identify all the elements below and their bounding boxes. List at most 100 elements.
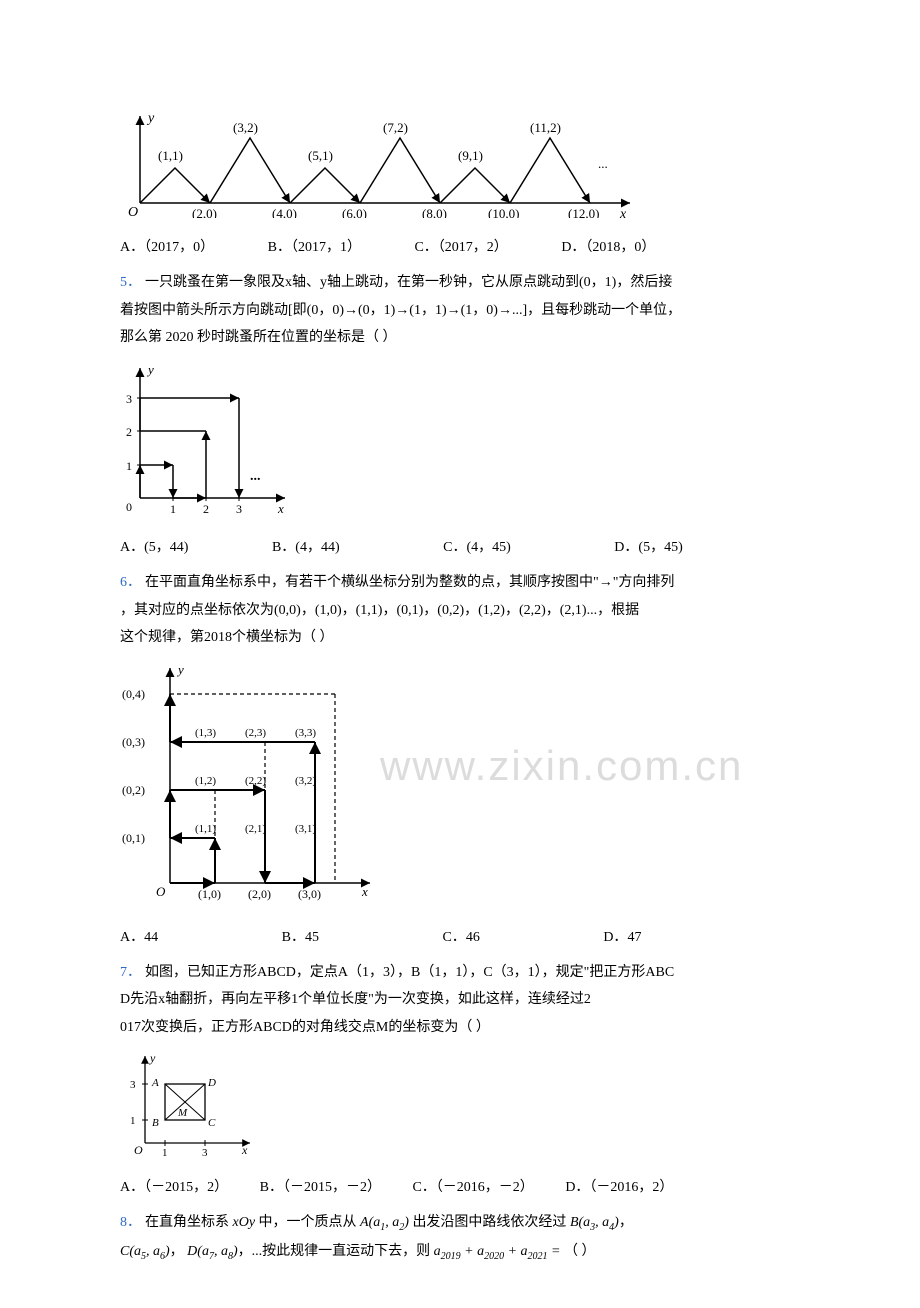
q6-line1: 6．在平面直角坐标系中，有若干个横纵坐标分别为整数的点，其顺序按图中"→"方向排… xyxy=(120,570,800,595)
q5-line1: 5．一只跳蚤在第一象限及x轴、y轴上跳动，在第一秒钟，它从原点跳动到(0，1)，… xyxy=(120,270,800,295)
q7-figure: y x O 1 3 1 3 A D B C M xyxy=(120,1048,800,1167)
q6-line3: 这个规律，第2018个横坐标为（ ） xyxy=(120,625,800,650)
svg-text:A: A xyxy=(151,1077,159,1089)
svg-text:(5,1): (5,1) xyxy=(308,148,333,163)
svg-text:3: 3 xyxy=(202,1147,208,1158)
svg-text:(0,4): (0,4) xyxy=(122,687,145,701)
q5-option-b: B．(4，44) xyxy=(272,535,340,560)
svg-text:1: 1 xyxy=(162,1147,168,1158)
q6-option-b: B．45 xyxy=(282,925,319,950)
svg-text:...: ... xyxy=(598,156,608,171)
q4-option-a: A．（2017，0） xyxy=(120,235,214,260)
svg-text:(1,1): (1,1) xyxy=(158,148,183,163)
x-axis-label: x xyxy=(619,207,627,218)
q8-num: 8． xyxy=(120,1215,141,1230)
svg-text:3: 3 xyxy=(126,392,132,406)
svg-text:(0,3): (0,3) xyxy=(122,735,145,749)
svg-text:3: 3 xyxy=(130,1079,136,1091)
svg-text:(3,0): (3,0) xyxy=(298,887,321,901)
svg-text:O: O xyxy=(134,1143,143,1157)
q7-option-d: D．（－2016，2） xyxy=(565,1175,673,1200)
svg-text:y: y xyxy=(176,662,184,677)
q6-num: 6． xyxy=(120,575,141,590)
svg-text:(10,0): (10,0) xyxy=(488,206,519,218)
q4-figure: y x O (3,2) (7,2) (11,2) (1,1) (5,1) (9,… xyxy=(120,108,800,227)
svg-text:(1,1): (1,1) xyxy=(195,823,216,835)
svg-text:(1,3): (1,3) xyxy=(195,727,216,739)
svg-text:(3,1): (3,1) xyxy=(295,823,316,835)
q5-line3: 那么第 2020 秒时跳蚤所在位置的坐标是（ ） xyxy=(120,325,800,350)
q8-D: D(a7, a8) xyxy=(187,1244,237,1259)
q8-sum: a2019 + a2020 + a2021 = xyxy=(434,1244,561,1259)
svg-text:(2,0): (2,0) xyxy=(248,887,271,901)
svg-text:O: O xyxy=(156,884,166,899)
q8-xoy: xOy xyxy=(233,1215,256,1230)
q4-option-d: D．（2018，0） xyxy=(561,235,655,260)
svg-text:x: x xyxy=(361,884,368,899)
svg-text:(2,1): (2,1) xyxy=(245,823,266,835)
svg-text:B: B xyxy=(152,1117,159,1129)
q8-C: C(a5, a6) xyxy=(120,1244,170,1259)
q8-line1: 8．在直角坐标系 xOy 中，一个质点从 A(a1, a2) 出发沿图中路线依次… xyxy=(120,1210,800,1237)
svg-text:(3,3): (3,3) xyxy=(295,727,316,739)
q7-option-c: C．（－2016，－2） xyxy=(412,1175,533,1200)
origin-label: O xyxy=(128,205,138,218)
svg-text:(8,0): (8,0) xyxy=(422,206,447,218)
q7-line2: D先沿x轴翻折，再向左平移1个单位长度"为一次变换，如此这样，连续经过2 xyxy=(120,987,800,1012)
svg-text:1: 1 xyxy=(126,459,132,473)
q8-A: A(a1, a2) xyxy=(360,1215,409,1230)
q6-option-d: D．47 xyxy=(603,925,641,950)
y-axis-label: y xyxy=(146,111,155,126)
svg-text:2: 2 xyxy=(203,502,209,516)
q8-B: B(a3, a4) xyxy=(570,1215,619,1230)
svg-text:1: 1 xyxy=(170,502,176,516)
q6-option-a: A．44 xyxy=(120,925,158,950)
svg-text:(3,2): (3,2) xyxy=(233,120,258,135)
q4-option-b: B．（2017，1） xyxy=(268,235,361,260)
svg-text:(2,0): (2,0) xyxy=(192,206,217,218)
q7-num: 7． xyxy=(120,965,141,980)
q7-options: A．（－2015，2） B．（－2015，－2） C．（－2016，－2） D．… xyxy=(120,1175,800,1200)
q5-option-a: A．(5，44) xyxy=(120,535,188,560)
svg-text:...: ... xyxy=(250,469,261,484)
svg-text:C: C xyxy=(208,1117,216,1129)
svg-text:0: 0 xyxy=(126,500,132,514)
svg-text:(1,0): (1,0) xyxy=(198,887,221,901)
q6-figure: y x O (0,4) (0,3) (0,2) (0,1) (1,0) (2,0… xyxy=(120,658,800,917)
q5-line2: 着按图中箭头所示方向跳动[即(0，0)→(0，1)→(1，1)→(1，0)→..… xyxy=(120,298,800,323)
svg-text:(1,2): (1,2) xyxy=(195,775,216,787)
svg-text:1: 1 xyxy=(130,1115,136,1127)
svg-text:(3,2): (3,2) xyxy=(295,775,316,787)
q5-figure: y x 3 2 1 0 1 2 3 ... xyxy=(120,358,800,527)
q5-option-c: C．(4，45) xyxy=(443,535,511,560)
q6-line2: ，其对应的点坐标依次为(0,0)，(1,0)，(1,1)，(0,1)，(0,2)… xyxy=(120,598,800,623)
svg-text:(0,1): (0,1) xyxy=(122,831,145,845)
q7-option-a: A．（－2015，2） xyxy=(120,1175,228,1200)
svg-text:D: D xyxy=(207,1077,216,1089)
svg-text:(4,0): (4,0) xyxy=(272,206,297,218)
q7-line3: 017次变换后，正方形ABCD的对角线交点M的坐标变为（ ） xyxy=(120,1015,800,1040)
q5-num: 5． xyxy=(120,275,141,290)
q8-line2: C(a5, a6)， D(a7, a8)，...按此规律一直运动下去，则 a20… xyxy=(120,1239,800,1266)
svg-text:x: x xyxy=(277,501,284,516)
q5-options: A．(5，44) B．(4，44) C．(4，45) D．(5，45) xyxy=(120,535,800,560)
svg-text:(0,2): (0,2) xyxy=(122,783,145,797)
svg-text:x: x xyxy=(241,1143,248,1157)
svg-text:(7,2): (7,2) xyxy=(383,120,408,135)
svg-text:(2,2): (2,2) xyxy=(245,775,266,787)
q7-line1: 7．如图，已知正方形ABCD，定点A（1，3），B（1，1），C（3，1），规定… xyxy=(120,960,800,985)
svg-text:2: 2 xyxy=(126,425,132,439)
q5-option-d: D．(5，45) xyxy=(614,535,682,560)
svg-text:(12,0): (12,0) xyxy=(568,206,599,218)
svg-text:(2,3): (2,3) xyxy=(245,727,266,739)
svg-text:(11,2): (11,2) xyxy=(530,120,561,135)
q6-options: A．44 B．45 C．46 D．47 xyxy=(120,925,800,950)
q7-option-b: B．（－2015，－2） xyxy=(260,1175,381,1200)
q4-option-c: C．（2017，2） xyxy=(414,235,507,260)
svg-text:y: y xyxy=(146,362,154,377)
svg-text:3: 3 xyxy=(236,502,242,516)
svg-text:y: y xyxy=(149,1051,156,1065)
q4-options: A．（2017，0） B．（2017，1） C．（2017，2） D．（2018… xyxy=(120,235,800,260)
svg-text:(6,0): (6,0) xyxy=(342,206,367,218)
svg-text:(9,1): (9,1) xyxy=(458,148,483,163)
